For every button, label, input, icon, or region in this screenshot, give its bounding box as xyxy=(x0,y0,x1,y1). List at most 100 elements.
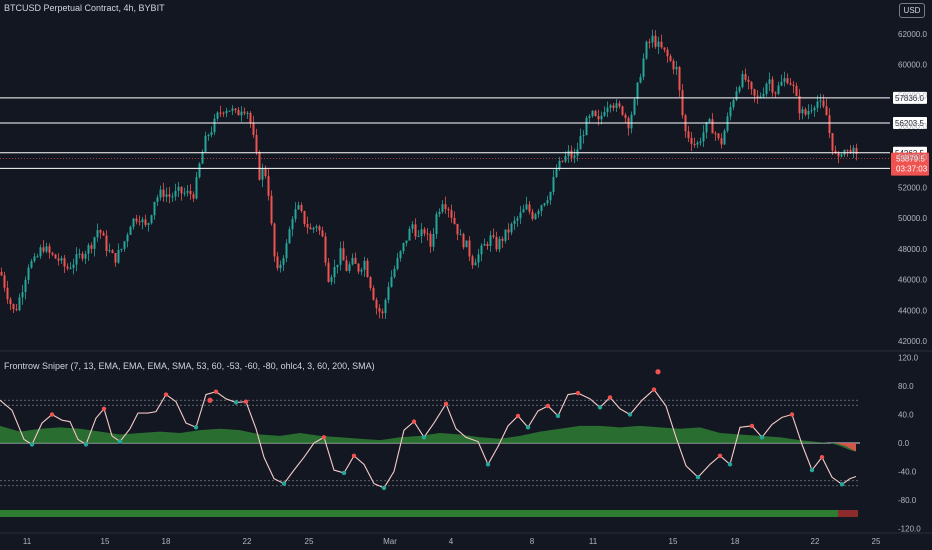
candle-body xyxy=(96,230,99,238)
candle-body xyxy=(804,109,807,115)
indicator-title: Frontrow Sniper (7, 13, EMA, EMA, EMA, S… xyxy=(4,361,375,371)
candle-body xyxy=(441,204,444,212)
candle-body xyxy=(72,264,75,268)
candle-body xyxy=(597,115,600,120)
candle-body xyxy=(219,112,222,114)
candle-body xyxy=(381,311,384,314)
time-tick-label: 4 xyxy=(449,537,454,546)
candle-body xyxy=(123,241,126,249)
time-tick-label: 11 xyxy=(23,537,32,546)
price-axis[interactable]: 42000.0 44000.0 46000.0 48000.0 50000.0 52000… xyxy=(898,30,927,534)
candle-body xyxy=(279,264,282,269)
time-tick-label: 25 xyxy=(872,537,881,546)
candle-body xyxy=(315,226,318,228)
time-tick-label: 22 xyxy=(243,537,252,546)
candle-body xyxy=(57,258,60,261)
candle-body xyxy=(810,110,813,112)
signal-marker xyxy=(655,369,661,375)
candle-body xyxy=(834,150,837,153)
candle-body xyxy=(411,224,414,229)
trough-marker xyxy=(597,405,603,410)
candle-body xyxy=(489,235,492,246)
candle-body xyxy=(615,103,618,108)
candle-body xyxy=(498,238,501,250)
candle-body xyxy=(408,228,411,241)
candle-body xyxy=(630,114,633,129)
candle-body xyxy=(429,233,432,247)
peak-marker xyxy=(101,406,107,411)
candle-body xyxy=(567,150,570,157)
candle-body xyxy=(30,261,33,268)
candle-body xyxy=(459,234,462,236)
indicator-tick-label: -120.0 xyxy=(898,525,921,534)
peak-marker xyxy=(443,401,449,407)
candle-body xyxy=(738,87,741,92)
candle-body xyxy=(393,268,396,277)
candle-body xyxy=(327,262,330,282)
candle-body xyxy=(852,147,855,153)
trough-marker xyxy=(29,442,35,447)
candle-body xyxy=(174,190,177,197)
candle-body xyxy=(204,135,207,152)
indicator-panel[interactable] xyxy=(0,369,860,517)
currency-badge[interactable]: USD xyxy=(899,3,925,18)
candle-body xyxy=(63,258,66,267)
candle-body xyxy=(582,135,585,137)
candle-body xyxy=(537,211,540,215)
candle-body xyxy=(453,217,456,224)
candle-body xyxy=(528,204,531,212)
candle-body xyxy=(801,109,804,114)
peak-marker xyxy=(607,395,613,400)
price-tick-label: 44000.0 xyxy=(898,306,927,315)
candle-body xyxy=(180,186,183,194)
candle-body xyxy=(36,256,39,258)
candle-body xyxy=(228,110,231,112)
candle-body xyxy=(756,95,759,97)
horizontal-levels[interactable]: 57836.056203.554262.553248.053879.503:37… xyxy=(0,91,929,176)
candle-body xyxy=(549,191,552,201)
candle-body xyxy=(822,100,825,107)
candle-body xyxy=(87,245,90,254)
trough-marker xyxy=(281,481,287,486)
candle-body xyxy=(21,292,24,298)
state-bar-bearish xyxy=(838,510,858,517)
candle-body xyxy=(171,196,174,198)
candle-body xyxy=(717,133,720,139)
symbol-title: BTCUSD Perpetual Contract, 4h, BYBIT xyxy=(4,3,165,13)
peak-marker xyxy=(789,412,795,417)
candle-body xyxy=(462,234,465,248)
candle-body xyxy=(693,143,696,145)
candle-body xyxy=(252,123,255,135)
price-tick-label: 58000.0 xyxy=(898,91,927,100)
candle-body xyxy=(744,74,747,80)
candle-body xyxy=(606,107,609,113)
candle-body xyxy=(621,106,624,115)
countdown-label: 03:37:03 xyxy=(896,165,928,174)
candle-body xyxy=(321,230,324,237)
candle-body xyxy=(699,141,702,143)
candle-body xyxy=(255,134,258,153)
time-axis[interactable]: 11 15 18 22 25 Mar 4 8 11 15 18 22 25 xyxy=(23,537,881,546)
candle-body xyxy=(726,116,729,131)
indicator-tick-label: 0.0 xyxy=(898,439,910,448)
candle-body xyxy=(516,218,519,221)
candle-body xyxy=(765,83,768,95)
candle-body xyxy=(450,210,453,218)
candle-body xyxy=(84,253,87,259)
candle-body xyxy=(0,271,3,276)
candle-body xyxy=(507,229,510,233)
candle-body xyxy=(789,83,792,85)
candle-body xyxy=(153,201,156,216)
peak-marker xyxy=(749,423,755,429)
peak-marker xyxy=(411,419,417,424)
candle-body xyxy=(711,119,714,134)
price-tick-label: 54000.0 xyxy=(898,153,927,162)
candle-body xyxy=(651,35,654,43)
candle-body xyxy=(708,119,711,122)
trough-marker xyxy=(421,435,427,440)
candle-body xyxy=(369,277,372,289)
candle-body xyxy=(165,194,168,197)
candle-body xyxy=(837,152,840,157)
candle-body xyxy=(747,79,750,82)
